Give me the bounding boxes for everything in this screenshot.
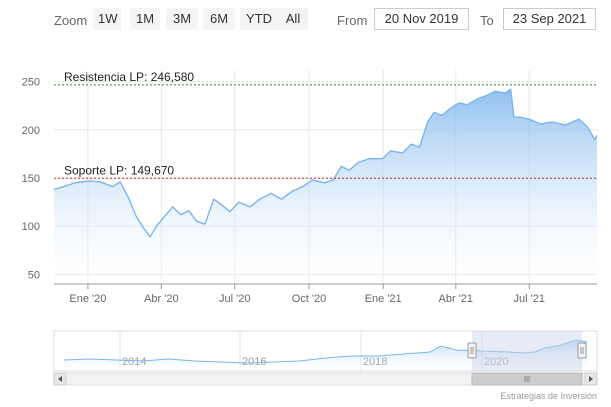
y-tick-label: 250	[22, 77, 40, 89]
navigator-line	[63, 339, 588, 364]
support-label: Soporte LP: 149,670	[64, 163, 174, 177]
zoom-1m-button[interactable]: 1M	[130, 8, 160, 30]
zoom-label: Zoom	[54, 13, 88, 28]
resistance-label: Resistencia LP: 246,580	[64, 70, 194, 84]
x-tick-label: Oct '20	[292, 293, 327, 305]
y-tick-label: 100	[22, 221, 40, 233]
series-line	[53, 88, 598, 238]
scrollbar[interactable]	[53, 372, 598, 386]
axes: 50 100 150 200 250 Ene '20 Abr '20 Jul '20 Oct '…	[22, 77, 597, 305]
arrow-left-icon	[58, 376, 62, 382]
zoom-ytd-button[interactable]: YTD	[240, 8, 278, 30]
to-label: To	[480, 13, 494, 28]
x-tick-label: Jul '20	[219, 293, 250, 305]
arrow-right-icon	[589, 376, 593, 382]
x-tick-label: Abr '21	[439, 293, 474, 305]
zoom-all-button[interactable]: All	[278, 8, 308, 30]
from-label: From	[337, 13, 368, 28]
navigator-selection[interactable]	[472, 331, 582, 371]
handle-body[interactable]	[577, 342, 587, 359]
series-area	[54, 89, 597, 284]
y-tick-label: 150	[22, 173, 40, 185]
from-date-input[interactable]: 20 Nov 2019	[374, 8, 469, 30]
navigator[interactable]: 2014201620182020	[53, 330, 598, 372]
x-tick-label: Ene '20	[69, 293, 106, 305]
x-tick-label: Jul '21	[513, 293, 544, 305]
range-selector: Zoom 1W 1M 3M 6M YTD All From 20 Nov 201…	[0, 0, 611, 40]
plot-lines: Resistencia LP: 246,580 Soporte LP: 149,6…	[54, 70, 597, 179]
navigator-left-handle[interactable]	[467, 342, 477, 359]
price-series	[53, 88, 598, 284]
zoom-1w-button[interactable]: 1W	[93, 8, 121, 30]
navigator-area	[64, 340, 587, 371]
zoom-3m-button[interactable]: 3M	[166, 8, 198, 30]
y-tick-label: 200	[22, 125, 40, 137]
navigator-right-handle[interactable]	[577, 342, 587, 359]
x-tick-label: Abr '20	[144, 293, 179, 305]
x-tick-label: Ene '21	[365, 293, 402, 305]
to-date-input[interactable]: 23 Sep 2021	[503, 8, 596, 30]
credit-text[interactable]: Estrategias de Inversión	[500, 391, 597, 401]
handle-body[interactable]	[467, 342, 477, 359]
y-tick-label: 50	[28, 269, 40, 281]
zoom-6m-button[interactable]: 6M	[203, 8, 235, 30]
